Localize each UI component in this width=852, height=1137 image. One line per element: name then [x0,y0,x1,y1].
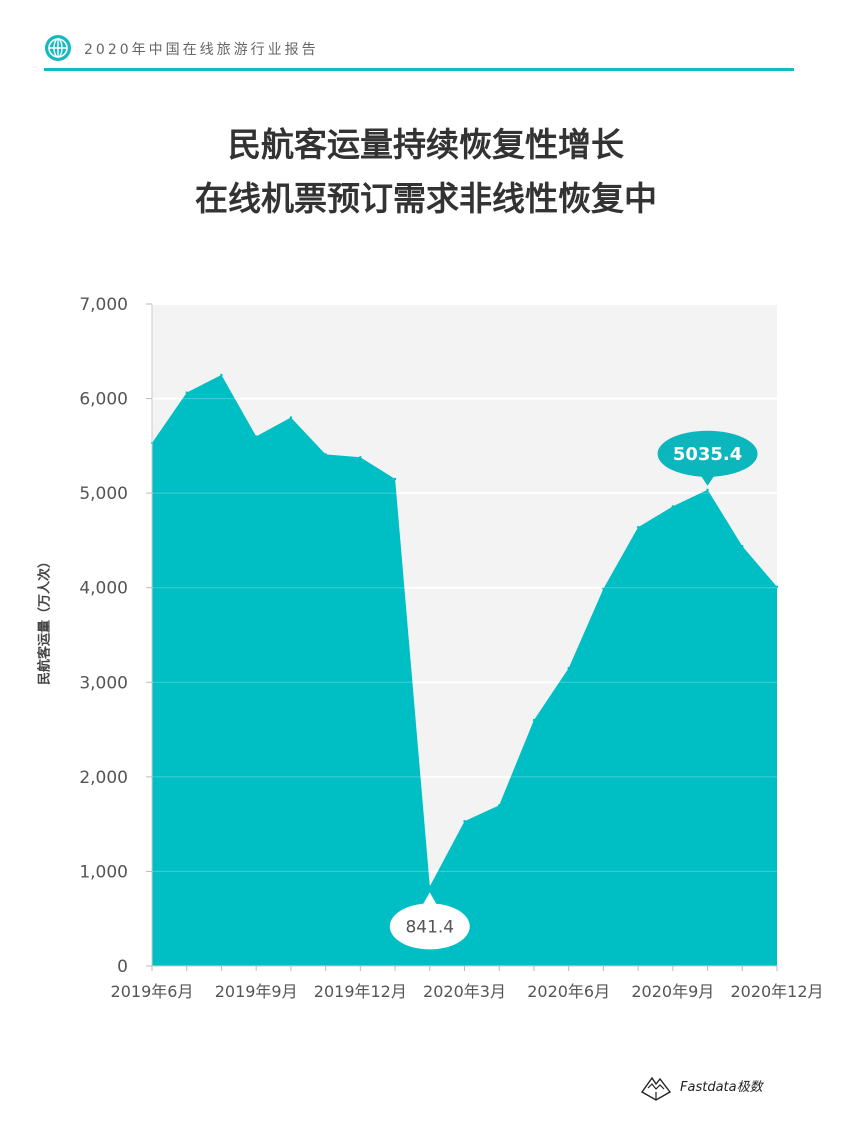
page-title: 民航客运量持续恢复性增长 在线机票预订需求非线性恢复中 [0,118,852,226]
y-axis-label: 民航客运量（万人次） [37,554,53,686]
data-point [741,544,744,548]
area-series [152,374,777,966]
data-point [220,373,223,377]
data-point [498,804,501,807]
x-tick-label: 2019年6月 [111,982,194,1001]
y-tick-label: 2,000 [79,768,128,788]
data-point [602,587,605,590]
data-point [289,416,293,419]
y-tick-label: 0 [117,957,128,977]
mountain-logo-icon [640,1076,672,1101]
header-divider [44,68,794,71]
data-point [463,820,466,823]
data-point [671,505,675,508]
annotation-pointer [421,892,438,907]
x-tick-label: 2020年9月 [631,982,714,1001]
y-tick-label: 1,000 [79,862,128,882]
x-tick-label: 2019年9月 [215,982,298,1001]
passenger-volume-chart: 0 1,000 2,000 3,000 4,000 5,000 6,000 7,000 2019… [79,295,823,1001]
y-tick-label: 5,000 [79,484,128,504]
x-tick-label: 2020年6月 [527,982,610,1001]
annotation-pointer [699,473,716,486]
data-point [393,477,397,481]
x-tick-label: 2020年3月 [423,982,506,1001]
data-point [567,666,570,670]
y-tick-label: 3,000 [79,673,128,693]
y-tick-label: 6,000 [79,390,128,410]
data-point [706,488,709,491]
brand-name: Fastdata极数 [680,1080,763,1095]
y-tick-label: 4,000 [79,579,128,599]
data-point [532,718,536,722]
data-point [636,525,640,529]
y-tick-label: 7,000 [79,295,128,315]
title-line-1: 民航客运量持续恢复性增长 [228,125,624,164]
data-point [185,391,188,394]
x-tick-label: 2020年12月 [730,982,823,1001]
annotation-label: 841.4 [405,917,454,937]
brand-footer: Fastdata极数 [640,1070,810,1102]
data-point [324,453,327,456]
annotation-bubble [657,430,758,477]
data-point [359,456,362,459]
report-title: 2020年中国在线旅游行业报告 [84,42,319,58]
annotation-bubble [389,903,470,950]
data-point [428,885,431,888]
x-tick-label: 2019年12月 [314,982,407,1001]
globe-icon [45,35,71,61]
data-point [775,585,779,588]
annotation-label: 5035.4 [673,444,742,465]
report-header: 2020年中国在线旅游行业报告 [44,34,794,72]
title-line-2: 在线机票预订需求非线性恢复中 [195,179,657,218]
data-point [254,435,258,438]
